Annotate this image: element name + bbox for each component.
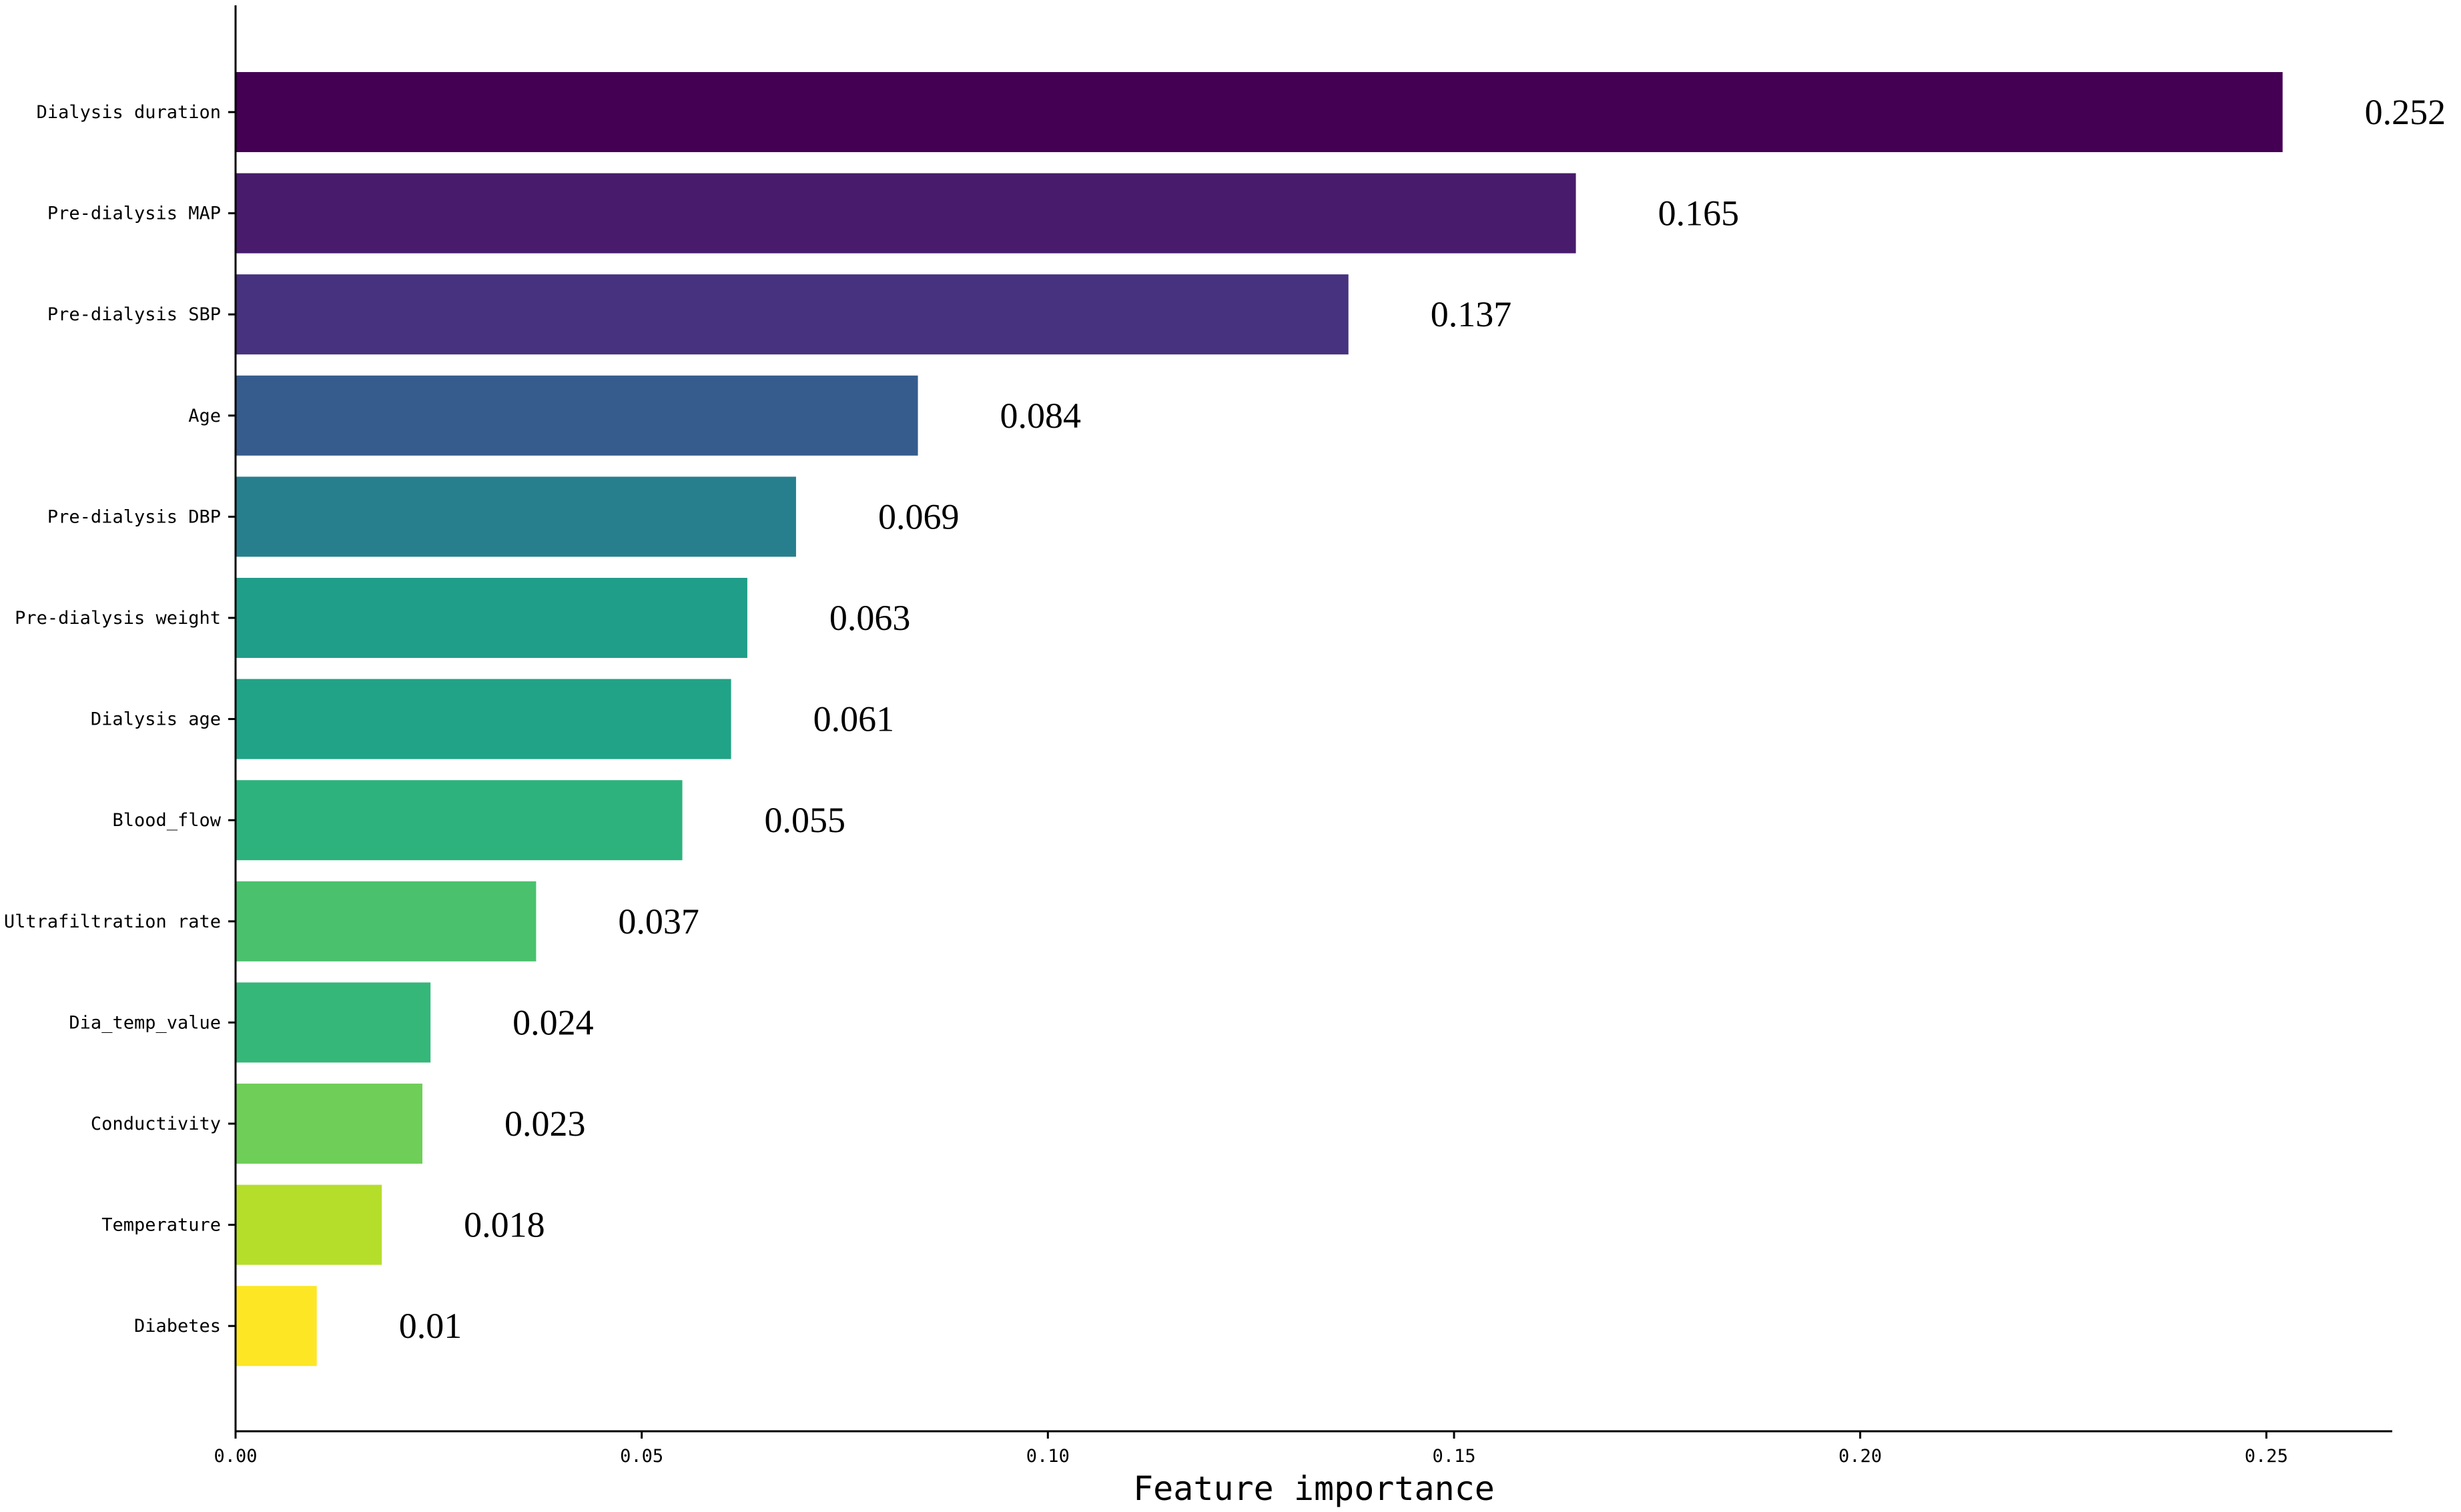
value-label-dialysis-duration: 0.252 (2365, 92, 2446, 132)
x-tick-label-0-25: 0.25 (2245, 1446, 2288, 1467)
value-label-dia-temp-value: 0.024 (512, 1002, 594, 1042)
bars-layer (236, 72, 2283, 1367)
category-label-age: Age (188, 406, 221, 426)
category-label-conductivity: Conductivity (91, 1114, 221, 1134)
category-label-dialysis-duration: Dialysis duration (37, 102, 221, 123)
bar-dialysis-age (236, 679, 731, 759)
x-tick-label-0-20: 0.20 (1838, 1446, 1882, 1467)
category-label-blood-flow: Blood_flow (112, 810, 221, 831)
value-label-pre-dialysis-sbp: 0.137 (1431, 294, 1512, 334)
bar-ultrafiltration-rate (236, 881, 537, 962)
category-label-temperature: Temperature (101, 1215, 221, 1236)
x-axis-ticks: 0.00 0.05 0.10 0.15 0.20 0.25 (214, 1431, 2288, 1467)
category-label-diabetes: Diabetes (134, 1316, 221, 1337)
x-tick-label-0-10: 0.10 (1026, 1446, 1070, 1467)
category-label-pre-dialysis-weight: Pre-dialysis weight (15, 608, 221, 629)
x-tick-label-0-15: 0.15 (1432, 1446, 1475, 1467)
category-label-dialysis-age: Dialysis age (91, 709, 221, 730)
category-label-pre-dialysis-dbp: Pre-dialysis DBP (47, 506, 221, 527)
value-label-dialysis-age: 0.061 (813, 699, 895, 739)
bar-age (236, 375, 918, 456)
bar-conductivity (236, 1084, 422, 1164)
bar-pre-dialysis-map (236, 173, 1576, 254)
x-axis-title: Feature importance (1133, 1469, 1495, 1508)
value-label-blood-flow: 0.055 (765, 800, 846, 840)
value-labels-layer: 0.252 0.165 0.137 0.084 0.069 0.063 0.061 0.055… (399, 92, 2446, 1346)
value-label-pre-dialysis-weight: 0.063 (829, 598, 911, 638)
x-tick-label-0-00: 0.00 (214, 1446, 257, 1467)
x-tick-label-0-05: 0.05 (620, 1446, 663, 1467)
bar-temperature (236, 1184, 382, 1265)
value-label-conductivity: 0.023 (504, 1104, 586, 1144)
bar-dia-temp-value (236, 982, 431, 1063)
bar-dialysis-duration (236, 72, 2283, 152)
y-axis-category-labels: Dialysis duration Pre-dialysis MAP Pre-dia… (4, 102, 236, 1337)
category-label-pre-dialysis-sbp: Pre-dialysis SBP (47, 304, 221, 325)
value-label-temperature: 0.018 (464, 1205, 545, 1245)
value-label-pre-dialysis-dbp: 0.069 (878, 496, 960, 536)
bar-pre-dialysis-weight (236, 578, 747, 658)
bar-pre-dialysis-sbp (236, 274, 1349, 355)
bar-blood-flow (236, 780, 683, 861)
value-label-age: 0.084 (1000, 396, 1082, 436)
bar-pre-dialysis-dbp (236, 476, 796, 557)
bar-diabetes (236, 1286, 317, 1367)
category-label-dia-temp-value: Dia_temp_value (69, 1012, 221, 1033)
category-label-ultrafiltration-rate: Ultrafiltration rate (4, 911, 221, 932)
value-label-pre-dialysis-map: 0.165 (1658, 194, 1740, 234)
value-label-diabetes: 0.01 (399, 1306, 462, 1346)
category-label-pre-dialysis-map: Pre-dialysis MAP (47, 204, 221, 224)
value-label-ultrafiltration-rate: 0.037 (618, 901, 699, 941)
